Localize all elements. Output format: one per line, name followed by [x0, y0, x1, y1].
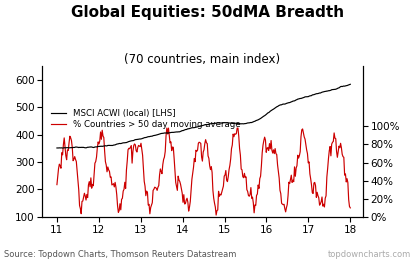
Text: Global Equities: 50dMA Breadth: Global Equities: 50dMA Breadth [71, 5, 344, 20]
Text: topdowncharts.com: topdowncharts.com [327, 250, 411, 259]
Legend: MSCI ACWI (local) [LHS], % Countries > 50 day moving average: MSCI ACWI (local) [LHS], % Countries > 5… [50, 108, 242, 130]
Text: Source: Topdown Charts, Thomson Reuters Datastream: Source: Topdown Charts, Thomson Reuters … [4, 250, 237, 259]
Title: (70 countries, main index): (70 countries, main index) [124, 53, 281, 66]
